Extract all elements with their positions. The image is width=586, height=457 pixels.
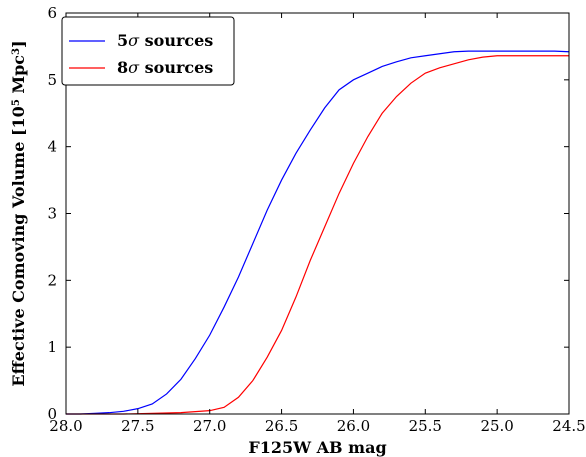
- y-axis-label-mid: Mpc: [9, 55, 28, 99]
- x-tick-label: 26.5: [265, 417, 298, 435]
- x-tick-label: 25.5: [409, 417, 442, 435]
- x-tick-label: 27.0: [193, 417, 226, 435]
- x-tick-label: 24.5: [552, 417, 585, 435]
- x-tick-label: 26.0: [337, 417, 370, 435]
- y-axis-label: Effective Comoving Volume [105 Mpc3]: [9, 40, 28, 386]
- y-axis-label-exp2: 3: [11, 48, 22, 55]
- chart-ticks: 28.0 27.5 27.0 26.5 26.0 25.5 25.0 24.5 0 1 2 3 4 5 6: [47, 4, 585, 435]
- y-tick-label: 3: [47, 205, 57, 223]
- legend-label-1: 5σ sources: [117, 31, 213, 50]
- y-tick-label: 0: [47, 405, 57, 423]
- series-line-2: [66, 55, 569, 415]
- x-axis-label: F125W AB mag: [248, 438, 386, 457]
- x-tick-label: 25.0: [480, 417, 513, 435]
- x-tick-label: 28.0: [49, 417, 82, 435]
- y-axis-label-end: ]: [9, 40, 28, 48]
- legend: 5σ sources 8σ sources: [61, 16, 235, 86]
- x-tick-label: 27.5: [121, 417, 154, 435]
- legend-label-2: 8σ sources: [117, 58, 213, 77]
- chart-marks: [66, 50, 570, 415]
- y-tick-label: 6: [47, 4, 57, 22]
- y-tick-label: 5: [47, 71, 57, 89]
- y-tick-label: 2: [47, 271, 57, 289]
- y-tick-label: 1: [47, 338, 57, 356]
- y-axis-label-exp1: 5: [11, 99, 22, 106]
- series-line-1: [66, 50, 570, 415]
- y-tick-label: 4: [47, 138, 57, 156]
- y-axis-label-main: Effective Comoving Volume [10: [9, 106, 28, 386]
- plot-frame: [65, 12, 570, 415]
